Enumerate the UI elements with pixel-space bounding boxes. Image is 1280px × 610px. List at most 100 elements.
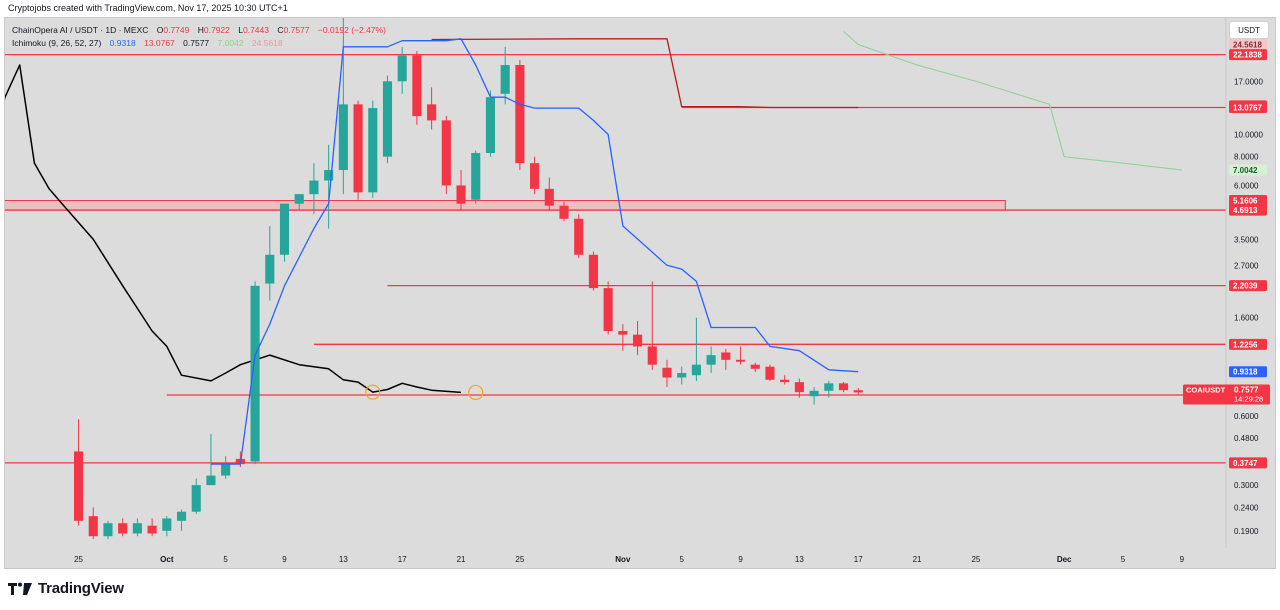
chikou-value: 0.7577	[183, 38, 210, 48]
tradingview-logo-icon	[8, 582, 32, 595]
candle-body-17	[324, 170, 334, 181]
candle-body-23	[412, 55, 422, 117]
candle-body-52	[838, 383, 849, 391]
candle-body-27	[471, 152, 481, 200]
x-tick-label-9: 5	[679, 555, 684, 564]
price-label-bg-9	[1229, 366, 1267, 378]
price-label-9: 0.9318	[1233, 368, 1258, 377]
y-tick-label-8: 0.6000	[1234, 412, 1259, 421]
candle-body-31	[530, 163, 540, 189]
chart-credit: Cryptojobs created with TradingView.com,…	[8, 3, 288, 13]
symbol-label-price: 0.7577	[1234, 385, 1259, 394]
price-label-7: 2.2039	[1233, 282, 1258, 291]
x-tick-label-8: Nov	[615, 555, 631, 564]
brand-footer[interactable]: TradingView	[8, 580, 124, 597]
y-tick-label-11: 0.2400	[1234, 503, 1259, 512]
chikou-marker-circle-1	[468, 384, 484, 401]
high-label: H	[197, 25, 204, 35]
x-tick-label-1: Oct	[160, 555, 174, 564]
kijun-sen-line	[431, 38, 859, 109]
price-label-4: 7.0042	[1233, 166, 1258, 175]
currency-button[interactable]: USDT	[1229, 21, 1269, 39]
x-tick-label-10: 9	[738, 555, 743, 564]
close-value: 0.7577	[283, 25, 310, 35]
candle-body-45	[735, 359, 746, 362]
kijun-value: 13.0767	[144, 38, 175, 48]
x-tick-label-15: Dec	[1057, 555, 1072, 564]
x-tick-label-12: 17	[854, 555, 863, 564]
candle-body-53	[853, 390, 863, 393]
y-tick-label-12: 0.1900	[1234, 527, 1259, 536]
candle-body-0	[73, 451, 84, 521]
candle-body-29	[500, 65, 510, 94]
candle-body-40	[662, 367, 672, 378]
symbol-label-countdown: 14:29:28	[1234, 394, 1263, 403]
x-tick-label-4: 13	[339, 555, 348, 564]
x-tick-label-0: 25	[74, 555, 83, 564]
y-tick-label-2: 10.0000	[1234, 130, 1263, 139]
resistance-zone-0	[5, 200, 1006, 211]
candle-body-19	[353, 104, 363, 193]
candle-body-9	[206, 475, 216, 486]
candle-body-44	[721, 352, 731, 360]
candle-body-2	[103, 523, 113, 537]
y-tick-label-7: 1.6000	[1234, 314, 1259, 323]
candle-body-26	[456, 185, 466, 204]
candle-body-14	[279, 203, 290, 255]
chikou-marker-circle-0	[365, 384, 381, 400]
tenkan-sen-line	[211, 38, 859, 465]
candle-body-22	[397, 55, 407, 82]
x-tick-label-3: 9	[282, 555, 287, 564]
change-value: −0.0192 (−2.47%)	[317, 25, 386, 35]
candle-body-21	[382, 81, 393, 157]
brand-name: TradingView	[38, 580, 124, 597]
candle-body-7	[176, 511, 187, 521]
plot-area	[5, 18, 1226, 540]
candle-body-32	[544, 188, 554, 206]
x-tick-label-6: 21	[457, 555, 466, 564]
candle-body-15	[294, 194, 304, 204]
x-tick-label-17: 9	[1180, 555, 1185, 564]
y-tick-label-1: 17.0000	[1234, 77, 1263, 86]
x-tick-label-5: 17	[398, 555, 407, 564]
chart-pane[interactable]	[4, 17, 1276, 569]
candle-body-50	[809, 390, 819, 397]
price-label-bg-8	[1229, 338, 1267, 350]
price-label-12: 0.3747	[1233, 459, 1258, 468]
candle-body-6	[162, 518, 172, 531]
open-value: 0.7749	[163, 25, 190, 35]
candle-body-25	[441, 120, 451, 186]
candle-body-46	[750, 364, 760, 369]
x-tick-label-16: 5	[1121, 555, 1126, 564]
candle-body-35	[588, 254, 598, 289]
candle-body-41	[677, 373, 687, 378]
symbol-legend-row: ChainOpera AI / USDT · 1D · MEXC O0.7749…	[12, 24, 386, 37]
x-tick-label-14: 25	[971, 555, 980, 564]
y-tick-label-9: 0.4800	[1234, 434, 1259, 443]
chart-legend: ChainOpera AI / USDT · 1D · MEXC O0.7749…	[12, 24, 386, 50]
indicator-title[interactable]: Ichimoku (9, 26, 52, 27)	[12, 38, 102, 48]
senkou-span-a-line	[843, 31, 1182, 171]
candle-body-34	[574, 218, 584, 255]
candle-body-49	[794, 382, 804, 393]
price-label-5: 5.1606	[1233, 197, 1258, 206]
price-label-bg-4	[1229, 164, 1267, 176]
price-label-0: 24.5618	[1233, 40, 1262, 49]
price-label-bg-1	[1229, 49, 1267, 61]
candle-body-24	[427, 104, 437, 121]
candle-body-39	[647, 346, 657, 365]
span-a-value: 7.0042	[217, 38, 244, 48]
price-label-bg-6	[1229, 204, 1267, 216]
candle-body-8	[191, 485, 201, 512]
symbol-label-name: COAIUSDT	[1186, 385, 1226, 394]
price-label-6: 4.6913	[1233, 206, 1258, 215]
price-label-1: 22.1838	[1233, 51, 1262, 60]
symbol-title[interactable]: ChainOpera AI / USDT · 1D · MEXC	[12, 25, 149, 35]
candle-body-20	[368, 108, 378, 193]
candle-body-18	[338, 104, 348, 171]
price-label-bg-5	[1229, 195, 1267, 207]
candle-body-13	[265, 254, 275, 284]
x-tick-label-2: 5	[223, 555, 228, 564]
candle-body-10	[221, 464, 231, 476]
